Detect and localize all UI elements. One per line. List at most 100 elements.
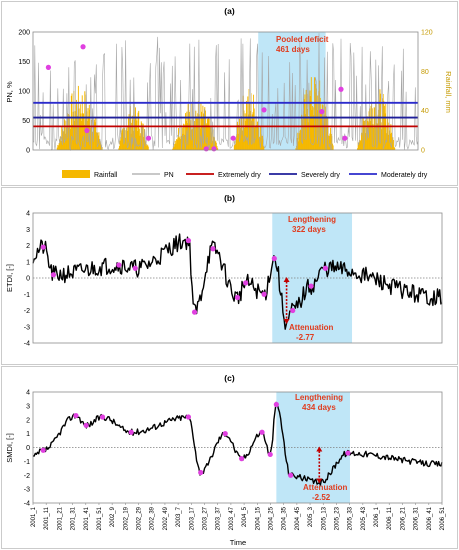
b-marker: [322, 265, 329, 271]
rainfall-bar: [379, 89, 381, 150]
panel-c-annotation-bottom-line2: -2.52: [312, 493, 331, 502]
c-xtick-label: 2005_13: [321, 506, 327, 530]
rainfall-bar: [310, 96, 312, 150]
rainfall-bar: [69, 125, 71, 150]
rainfall-bar: [70, 95, 72, 150]
rainfall-bar: [65, 133, 67, 150]
rainfall-bar: [309, 90, 311, 150]
rainfall-bar: [260, 134, 262, 150]
c-marker: [83, 422, 89, 428]
rainfall-bar: [215, 140, 217, 150]
rainfall-bar: [129, 126, 131, 150]
b-ytick-label: 4: [26, 211, 30, 218]
panel-b-annotation-bottom-line2: -2.77: [296, 333, 315, 342]
rainfall-bar: [183, 123, 185, 150]
panel-a-ytick-left-label: 0: [26, 148, 30, 155]
c-xtick-label: 2001_11: [44, 506, 50, 530]
rainfall-bar: [173, 146, 175, 150]
panel-a-ytick-right-label: 120: [421, 30, 433, 37]
rainfall-bar: [296, 145, 298, 150]
panel-c-marker-layer: [40, 401, 351, 478]
rainfall-bar: [391, 141, 393, 150]
rainfall-bar: [195, 110, 197, 150]
rainfall-bar: [83, 124, 85, 150]
c-attenuation-arrow-head-up: [316, 446, 323, 452]
c-xtick-label: 2004_15: [255, 506, 261, 530]
rainfall-bar: [319, 97, 321, 150]
rainfall-bar: [141, 123, 143, 150]
panel-b-plot-frame: [32, 212, 443, 344]
rainfall-bar: [318, 91, 320, 150]
c-xtick-label: 2002_39: [150, 506, 156, 530]
rainfall-bar: [79, 117, 81, 150]
c-marker: [99, 414, 106, 420]
rainfall-bar: [80, 113, 82, 150]
pn-marker: [319, 109, 325, 115]
rainfall-bar: [179, 136, 181, 150]
rainfall-bar: [74, 111, 76, 150]
rainfall-bar: [88, 104, 90, 150]
rainfall-bar: [58, 143, 60, 150]
c-marker: [198, 469, 204, 476]
rainfall-bar: [382, 98, 384, 150]
pn-marker: [80, 44, 86, 50]
rainfall-bar: [172, 148, 174, 150]
rainfall-bar: [308, 116, 310, 150]
rainfall-bar: [247, 96, 249, 150]
rainfall-bar: [125, 130, 127, 150]
rainfall-bar: [363, 120, 365, 150]
rainfall-bar: [217, 148, 219, 150]
rainfall-bar: [375, 127, 376, 150]
rainfall-bar: [321, 112, 323, 150]
rainfall-bar: [127, 116, 129, 150]
rainfall-bar: [240, 127, 242, 150]
rainfall-bar: [197, 113, 199, 150]
pn-marker: [203, 146, 209, 152]
rainfall-bar: [174, 140, 176, 150]
rainfall-bar: [66, 127, 68, 150]
rainfall-bar: [178, 128, 179, 150]
rainfall-bar: [215, 142, 217, 150]
c-marker: [73, 412, 79, 419]
rainfall-bar: [304, 94, 306, 150]
rainfall-bar: [192, 128, 194, 150]
rainfall-bar: [299, 129, 301, 150]
rainfall-bar: [381, 129, 383, 150]
rainfall-bar: [178, 137, 180, 150]
rainfall-bar: [298, 130, 300, 150]
rainfall-bar: [97, 135, 99, 150]
rainfall-bar: [236, 134, 238, 150]
rainfall-bar: [244, 127, 246, 150]
rainfall-bar: [330, 133, 332, 150]
rainfall-bar: [384, 113, 386, 150]
rainfall-bar: [369, 121, 371, 150]
rainfall-bar: [216, 146, 218, 150]
c-ytick-label: 1: [26, 431, 30, 438]
pn-marker: [261, 107, 267, 113]
rainfall-bar: [249, 110, 251, 150]
rainfall-bar: [238, 133, 240, 150]
rainfall-bar: [142, 123, 144, 150]
legend-swatch-rainfall: [62, 170, 90, 178]
rainfall-bar: [118, 146, 120, 150]
rainfall-bar: [240, 116, 242, 150]
rainfall-bar: [99, 141, 101, 150]
rainfall-bar: [299, 133, 301, 150]
rainfall-bar: [372, 124, 374, 150]
rainfall-bar: [176, 139, 178, 150]
panel-a-ytick-right-label: 40: [421, 108, 429, 115]
rainfall-bar: [119, 140, 121, 150]
panel-a-title: (a): [224, 6, 235, 16]
pn-series-line: [32, 33, 419, 152]
rainfall-bar: [320, 111, 322, 150]
legend-label-moderately-dry: Moderately dry: [381, 172, 428, 179]
rainfall-bar: [301, 119, 303, 150]
rainfall-bar: [120, 132, 122, 150]
rainfall-bar: [383, 100, 385, 150]
rainfall-bar: [387, 134, 389, 150]
c-xtick-label: 2001_51: [97, 506, 103, 530]
b-marker: [290, 307, 296, 314]
panel-c-arrow-layer: [316, 446, 323, 484]
c-xtick-label: 2006_51: [440, 506, 446, 530]
